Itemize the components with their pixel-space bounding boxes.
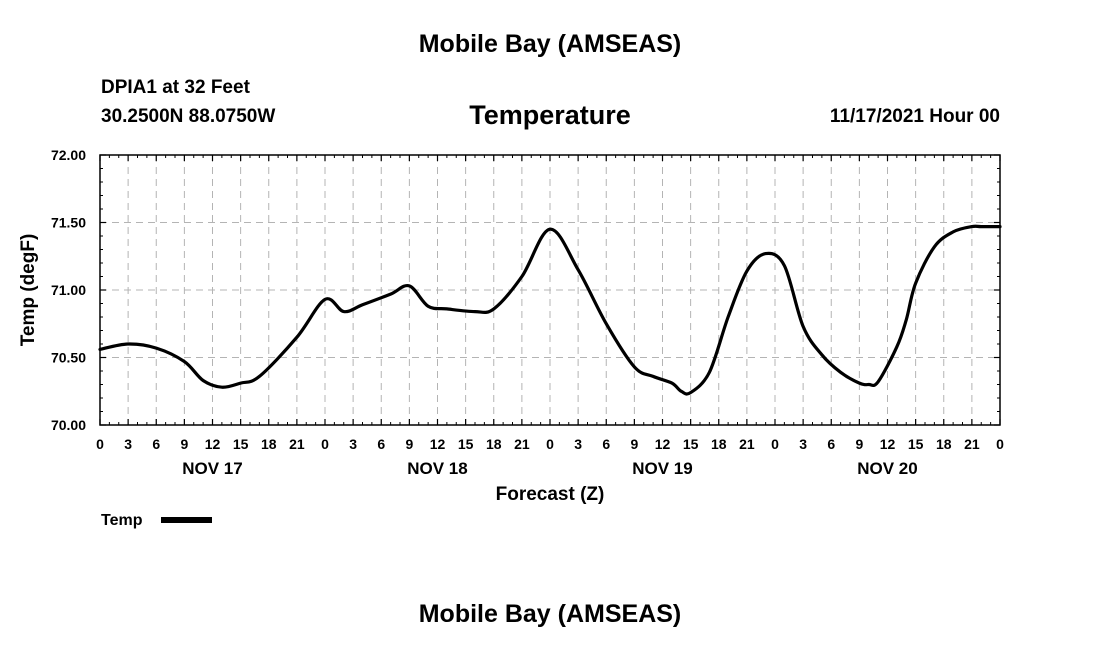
x-tick-label: 15 [458, 436, 474, 452]
x-tick-label: 0 [96, 436, 104, 452]
y-tick-label: 72.00 [51, 147, 86, 163]
x-tick-label: 3 [799, 436, 807, 452]
grid-lines [100, 155, 1000, 425]
x-tick-label: 3 [124, 436, 132, 452]
day-label: NOV 19 [632, 459, 692, 478]
x-tick-label: 0 [546, 436, 554, 452]
x-tick-label: 3 [574, 436, 582, 452]
temp-series-line [98, 224, 1002, 396]
x-tick-label: 21 [514, 436, 530, 452]
day-labels: NOV 17 NOV 18 NOV 19 NOV 20 [182, 459, 917, 478]
station-coordinates: 30.2500N 88.0750W [101, 106, 276, 127]
temperature-chart: 70.00 70.50 71.00 71.50 72.00 0 3 6 9 12 15 18 21 0 3… [18, 147, 1004, 529]
x-tick-label: 6 [827, 436, 835, 452]
x-tick-label: 12 [655, 436, 671, 452]
axis-ticks [99, 154, 1001, 426]
x-tick-label: 6 [152, 436, 160, 452]
main-title: Mobile Bay (AMSEAS) [418, 30, 682, 58]
x-tick-label: 12 [880, 436, 896, 452]
x-tick-label: 18 [261, 436, 277, 452]
y-tick-label: 70.50 [51, 350, 86, 366]
day-label: NOV 20 [857, 459, 917, 478]
x-axis-label: Forecast (Z) [496, 484, 605, 505]
forecast-datetime: 11/17/2021 Hour 00 [829, 106, 1000, 127]
x-tick-labels: 0 3 6 9 12 15 18 21 0 3 6 9 12 15 18 21 0 3 6 9 12 15 18 21 0 3 6 9… [96, 436, 1004, 452]
x-tick-label: 12 [430, 436, 446, 452]
y-axis-label: Temp (degF) [18, 234, 39, 347]
x-tick-label: 6 [377, 436, 385, 452]
y-tick-labels: 70.00 70.50 71.00 71.50 72.00 [51, 147, 86, 433]
x-tick-label: 9 [405, 436, 413, 452]
day-label: NOV 18 [407, 459, 467, 478]
x-tick-label: 21 [739, 436, 755, 452]
x-tick-label: 0 [321, 436, 329, 452]
x-tick-label: 0 [996, 436, 1004, 452]
x-tick-label: 15 [233, 436, 249, 452]
station-label: DPIA1 at 32 Feet [101, 77, 250, 98]
x-tick-label: 9 [855, 436, 863, 452]
x-tick-label: 12 [205, 436, 221, 452]
x-tick-label: 6 [602, 436, 610, 452]
x-tick-label: 21 [289, 436, 305, 452]
x-tick-label: 18 [486, 436, 502, 452]
x-tick-label: 21 [964, 436, 980, 452]
x-tick-label: 9 [630, 436, 638, 452]
x-tick-label: 9 [180, 436, 188, 452]
y-tick-label: 70.00 [51, 417, 86, 433]
bottom-title: Mobile Bay (AMSEAS) [418, 600, 682, 628]
y-tick-label: 71.50 [51, 215, 86, 231]
x-tick-label: 0 [771, 436, 779, 452]
x-tick-label: 18 [711, 436, 727, 452]
x-tick-label: 15 [683, 436, 699, 452]
chart-title: Temperature [469, 100, 631, 130]
day-label: NOV 17 [182, 459, 242, 478]
legend-label: Temp [101, 512, 143, 529]
x-tick-label: 15 [908, 436, 924, 452]
x-tick-label: 18 [936, 436, 952, 452]
y-tick-label: 71.00 [51, 282, 86, 298]
x-tick-label: 3 [349, 436, 357, 452]
